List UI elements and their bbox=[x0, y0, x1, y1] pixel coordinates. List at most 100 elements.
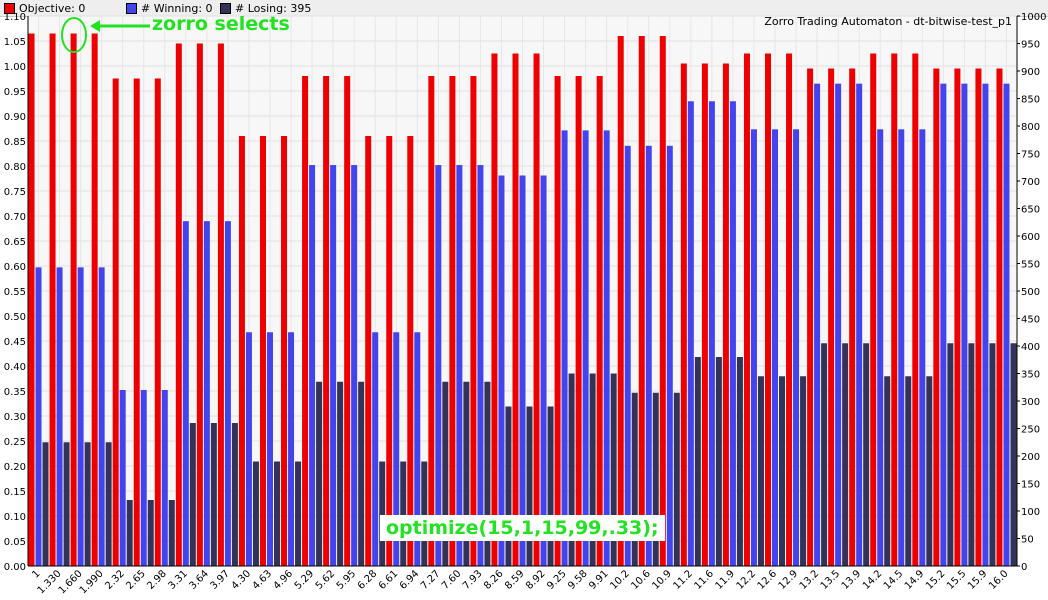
bar-winning bbox=[750, 129, 757, 567]
bar-winning bbox=[708, 101, 715, 566]
bar-objective bbox=[428, 76, 435, 566]
bar-losing bbox=[505, 406, 512, 566]
bar-losing bbox=[779, 376, 786, 566]
bar-winning bbox=[645, 145, 652, 567]
y-right-tick-label: 50 bbox=[1021, 535, 1034, 546]
annotation-optimize-call: optimize(15,1,15,99,.33); bbox=[380, 515, 665, 541]
y-left-tick-label: 1.00 bbox=[4, 62, 26, 73]
bar-losing bbox=[757, 376, 764, 566]
bar-objective bbox=[891, 53, 898, 566]
x-tick-label: 5.62 bbox=[314, 568, 338, 592]
bar-winning bbox=[266, 332, 273, 566]
bar-losing bbox=[526, 406, 533, 566]
bar-winning bbox=[309, 165, 316, 567]
y-right-tick-label: 700 bbox=[1021, 177, 1040, 188]
x-tick-label: 10.9 bbox=[650, 568, 674, 592]
bar-losing bbox=[484, 381, 491, 566]
bar-objective bbox=[386, 136, 393, 566]
x-tick-label: 5.29 bbox=[293, 568, 317, 592]
y-left-tick-label: 1.10 bbox=[4, 12, 26, 23]
bar-objective bbox=[407, 136, 414, 566]
bar-losing bbox=[905, 376, 912, 566]
bar-losing bbox=[316, 381, 323, 566]
bar-objective bbox=[112, 78, 119, 566]
y-right-tick-label: 150 bbox=[1021, 480, 1040, 491]
x-tick-label: 13.2 bbox=[798, 568, 822, 592]
y-right-tick-label: 300 bbox=[1021, 397, 1040, 408]
bar-winning bbox=[561, 130, 568, 566]
y-right-tick-label: 550 bbox=[1021, 260, 1040, 271]
bar-winning bbox=[877, 129, 884, 567]
x-tick-label: 9.58 bbox=[566, 568, 590, 592]
y-right-tick-label: 900 bbox=[1021, 67, 1040, 78]
bar-losing bbox=[42, 442, 49, 566]
x-tick-label: 7.93 bbox=[461, 568, 485, 592]
bar-objective bbox=[554, 76, 561, 566]
y-right-tick-label: 350 bbox=[1021, 370, 1040, 381]
y-left-tick-label: 0.30 bbox=[4, 412, 26, 423]
objective-swatch-icon bbox=[4, 3, 15, 14]
bar-winning bbox=[961, 83, 968, 567]
bar-losing bbox=[442, 381, 449, 566]
bar-objective bbox=[954, 68, 961, 566]
x-tick-label: 5.95 bbox=[335, 568, 359, 592]
x-tick-label: 12.6 bbox=[756, 568, 780, 592]
bar-losing bbox=[821, 343, 828, 566]
bar-objective bbox=[659, 36, 666, 566]
y-left-tick-label: 0.25 bbox=[4, 437, 26, 448]
bar-objective bbox=[575, 76, 582, 566]
x-tick-label: 7.60 bbox=[440, 568, 464, 592]
y-right-tick-label: 250 bbox=[1021, 425, 1040, 436]
bar-winning bbox=[540, 175, 547, 566]
bar-losing bbox=[842, 343, 849, 566]
x-tick-label: 13.9 bbox=[840, 568, 864, 592]
bar-losing bbox=[421, 461, 428, 566]
x-tick-label: 6.94 bbox=[398, 568, 422, 592]
bar-winning bbox=[729, 101, 736, 566]
bar-objective bbox=[870, 53, 877, 566]
bar-winning bbox=[856, 83, 863, 567]
y-left-tick-label: 0.60 bbox=[4, 262, 26, 273]
bar-winning bbox=[898, 129, 905, 567]
winning-swatch-icon bbox=[126, 3, 137, 14]
bar-winning bbox=[940, 83, 947, 567]
bar-losing bbox=[105, 442, 112, 566]
bar-winning bbox=[372, 332, 379, 566]
bar-objective bbox=[596, 76, 603, 566]
y-left-tick-label: 0.55 bbox=[4, 287, 26, 298]
y-left-tick-label: 0.95 bbox=[4, 87, 26, 98]
bar-losing bbox=[126, 500, 133, 566]
bar-losing bbox=[295, 461, 302, 566]
x-tick-label: 10.6 bbox=[629, 568, 653, 592]
x-tick-label: 14.9 bbox=[903, 568, 927, 592]
y-left-tick-label: 0.20 bbox=[4, 462, 26, 473]
bar-losing bbox=[631, 392, 638, 566]
bar-objective bbox=[470, 76, 477, 566]
bar-losing bbox=[589, 373, 596, 566]
legend-winning: # Winning: 0 bbox=[126, 2, 213, 15]
bar-objective bbox=[828, 68, 835, 566]
x-tick-label: 10.2 bbox=[608, 568, 632, 592]
y-right-tick-label: 650 bbox=[1021, 205, 1040, 216]
x-tick-label: 8.26 bbox=[482, 568, 506, 592]
x-tick-label: 14.2 bbox=[861, 568, 885, 592]
bar-losing bbox=[168, 500, 175, 566]
bar-objective bbox=[933, 68, 940, 566]
y-right-tick-label: 500 bbox=[1021, 287, 1040, 298]
y-right-tick-label: 800 bbox=[1021, 122, 1040, 133]
bar-objective bbox=[344, 76, 351, 566]
bar-objective bbox=[449, 76, 456, 566]
chart-title: Zorro Trading Automaton - dt-bitwise-tes… bbox=[764, 15, 1012, 28]
x-tick-label: 11.2 bbox=[671, 568, 695, 592]
x-tick-label: 14.5 bbox=[882, 568, 906, 592]
bar-objective bbox=[133, 78, 140, 566]
bar-winning bbox=[477, 165, 484, 567]
bar-winning bbox=[456, 165, 463, 567]
bar-losing bbox=[273, 461, 280, 566]
x-tick-label: 6.28 bbox=[356, 568, 380, 592]
y-right-tick-label: 200 bbox=[1021, 452, 1040, 463]
legend-losing: # Losing: 395 bbox=[220, 2, 311, 15]
x-tick-label: 12.9 bbox=[777, 568, 801, 592]
annotation-zorro-selects: zorro selects bbox=[152, 13, 290, 35]
x-tick-label: 6.61 bbox=[377, 568, 401, 592]
